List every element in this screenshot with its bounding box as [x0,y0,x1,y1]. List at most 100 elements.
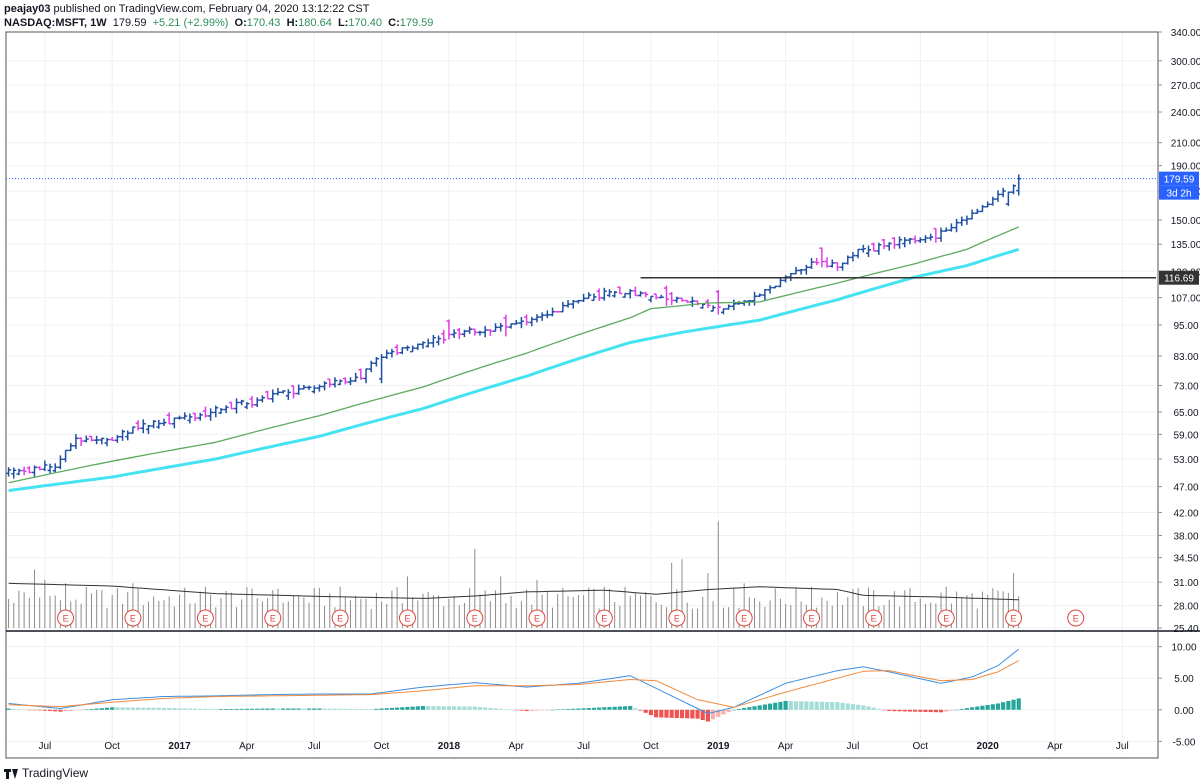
author-name[interactable]: peajay03 [4,3,51,15]
price-tick-label: 73.00 [1173,381,1198,392]
earnings-marker[interactable]: E [735,609,753,627]
price-bar [68,442,74,452]
earnings-marker[interactable]: E [528,609,546,627]
price-bar [658,294,664,299]
macd-histogram-bar [192,708,198,710]
macd-histogram-bar [534,709,540,711]
macd-histogram-bar [985,704,990,710]
price-bar [156,419,162,429]
price-bar [78,437,84,446]
earnings-marker[interactable]: E [865,609,883,627]
macd-histogram-bar [218,709,224,710]
macd-histogram-bar [659,709,664,718]
earnings-icon [803,609,821,627]
earnings-marker[interactable]: E [196,609,214,627]
earnings-marker[interactable]: E [668,609,686,627]
macd-histogram-bar [581,708,586,710]
macd-histogram-bar [441,706,446,710]
earnings-icon [528,609,546,627]
grid-lines [6,31,1156,754]
macd-histogram-bar [742,708,747,710]
earnings-marker[interactable]: E [937,609,955,627]
macd-histogram-bar [778,701,783,710]
earnings-marker[interactable]: E [466,609,484,627]
price-tick-label: 38.00 [1173,531,1198,542]
earnings-marker[interactable]: E [57,609,75,627]
price-bar [995,190,1001,202]
tradingview-footer[interactable]: TradingView [4,766,88,780]
macd-histogram-bar [493,708,498,710]
price-bar [917,237,923,243]
macd-histogram-bar [938,709,944,713]
price-bar [700,303,706,309]
macd-histogram-bar [622,706,628,710]
macd-histogram-bar [638,709,643,711]
macd-histogram-bar [861,705,866,710]
macd-histogram-bar [923,709,928,712]
price-bar [845,255,851,265]
earnings-marker[interactable]: E [1005,609,1023,627]
earnings-marker[interactable]: E [124,609,142,627]
price-bar [575,299,581,304]
price-bar [316,384,322,392]
publish-info: peajay03 published on TradingView.com, F… [4,3,369,16]
price-bar [632,286,638,297]
earnings-marker[interactable]: E [264,609,282,627]
last-price: 179.59 [112,17,147,29]
earnings-icon [466,609,484,627]
price-bar [482,326,488,338]
price-bar [467,326,473,334]
earnings-marker[interactable]: E [595,609,613,627]
earnings-marker[interactable]: E [331,609,349,627]
macd-histogram-bar [275,708,281,710]
macd-histogram-bar [871,707,876,710]
price-bar [720,308,726,315]
macd-tick-label: -5.00 [1173,737,1196,748]
macd-histogram-bar [628,706,633,710]
macd-histogram-bar [451,706,457,710]
macd-histogram-bar [348,708,353,710]
macd-histogram-bar [560,709,565,710]
macd-histogram-bar [32,709,37,711]
price-bar [819,247,825,268]
price-bar [182,412,188,420]
macd-histogram-bar [415,706,420,710]
earnings-icon [398,609,416,627]
macd-histogram-bar [1001,702,1006,710]
price-bar [498,322,504,332]
macd-histogram-bar [902,709,907,712]
macd-histogram-bar [799,701,804,710]
level-price-tag-bg [1159,270,1199,285]
macd-histogram-bar [975,706,980,710]
price-tick-label: 135.00 [1171,240,1200,251]
macd-histogram-bar [814,701,819,710]
price-bar [42,460,48,472]
price-bar [855,248,861,259]
macd-histogram-bar [120,707,125,710]
earnings-marker[interactable]: E [398,609,416,627]
earnings-marker[interactable]: E [803,609,821,627]
price-bar [265,390,271,400]
price-tick-label: 270.00 [1171,81,1200,92]
price-bar [783,275,789,283]
price-tick-label: 83.00 [1173,352,1198,363]
macd-histogram-bar [167,708,172,710]
macd-histogram-bar [224,709,229,710]
price-bar [886,242,892,251]
macd-histogram-bar [664,709,669,718]
axes[interactable]: 340.00300.00270.00240.00210.00190.00170.… [38,28,1200,752]
price-bar [420,341,426,349]
symbol-label[interactable]: NASDAQ:MSFT, 1W [4,17,107,29]
macd-histogram-bar [358,709,363,710]
earnings-marker[interactable]: E [1067,609,1085,627]
macd-histogram-bar [514,709,519,711]
price-bar [446,319,452,340]
macd-histogram-bar [457,706,462,710]
price-bar [648,295,654,303]
macd-histogram-bar [446,706,451,710]
price-bar [202,406,208,418]
price-bar [151,420,157,429]
price-bar [104,437,110,447]
